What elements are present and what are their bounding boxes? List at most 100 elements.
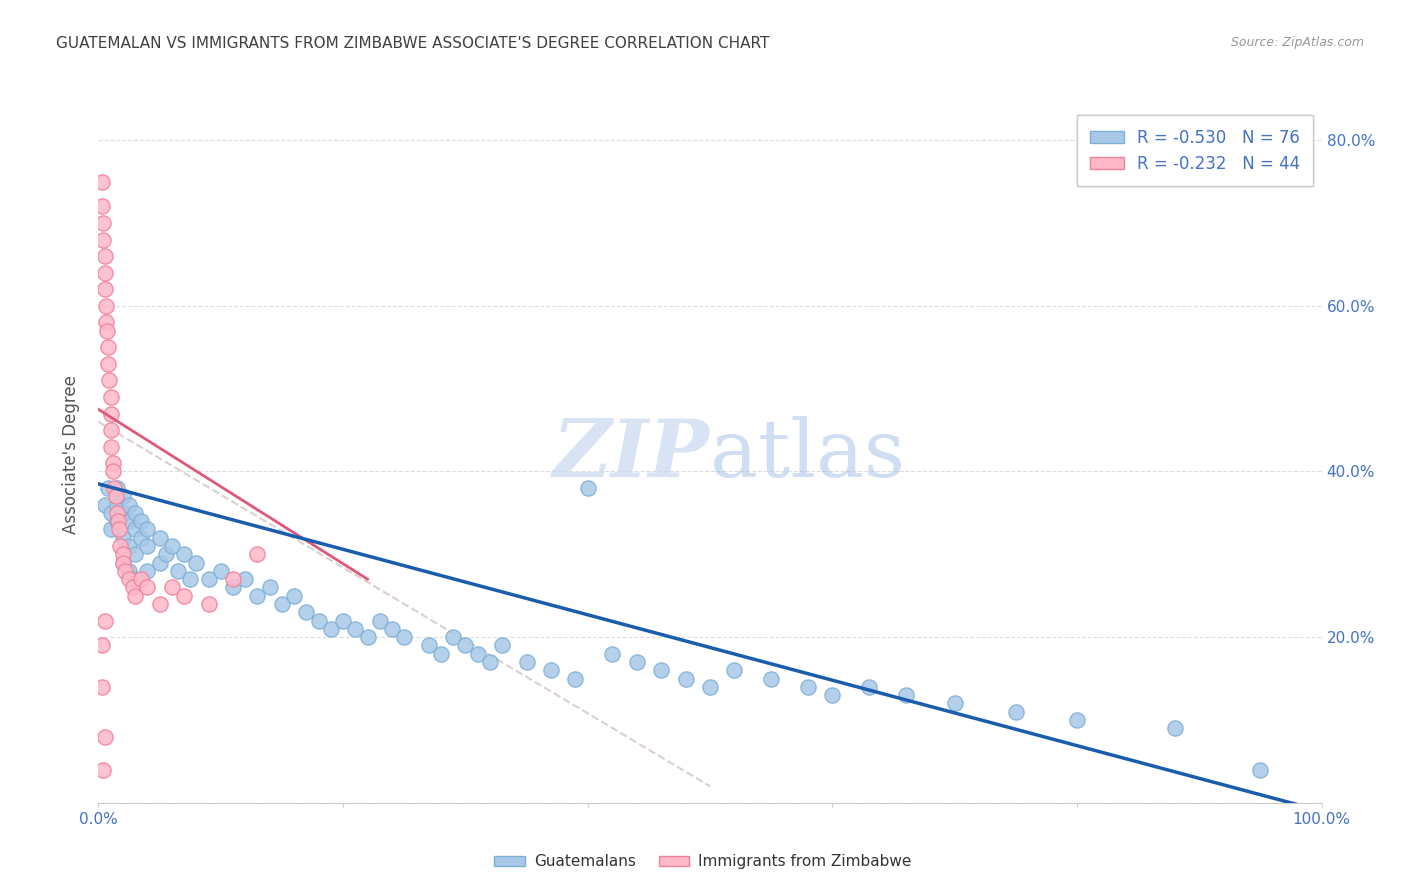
Point [167, 564, 190, 578]
Point [454, 639, 477, 653]
Point [91, 199, 114, 213]
Point [246, 589, 269, 603]
Point [91, 639, 114, 653]
Point [222, 581, 245, 595]
Point [160, 581, 183, 595]
Point [246, 547, 269, 561]
Point [118, 564, 141, 578]
Point [91, 680, 114, 694]
Legend: R = -0.530   N = 76, R = -0.232   N = 44: R = -0.530 N = 76, R = -0.232 N = 44 [1077, 115, 1313, 186]
Point [149, 597, 172, 611]
Point [821, 688, 844, 702]
Point [93, 266, 115, 280]
Point [675, 672, 697, 686]
Point [124, 547, 146, 561]
Point [564, 672, 586, 686]
Point [576, 481, 599, 495]
Point [344, 622, 367, 636]
Point [118, 498, 141, 512]
Point [129, 572, 152, 586]
Point [93, 498, 115, 512]
Point [209, 564, 232, 578]
Point [111, 547, 134, 561]
Point [100, 407, 122, 421]
Point [93, 730, 115, 744]
Point [136, 564, 159, 578]
Point [626, 655, 648, 669]
Point [233, 572, 256, 586]
Point [149, 531, 172, 545]
Point [186, 556, 208, 570]
Point [105, 498, 128, 512]
Point [1004, 705, 1026, 719]
Point [1066, 713, 1088, 727]
Point [761, 672, 783, 686]
Point [111, 556, 134, 570]
Point [173, 589, 195, 603]
Point [118, 514, 141, 528]
Point [283, 589, 305, 603]
Point [91, 763, 114, 777]
Point [173, 547, 195, 561]
Point [91, 175, 114, 189]
Point [97, 340, 120, 354]
Point [136, 581, 159, 595]
Point [91, 233, 114, 247]
Point [136, 523, 159, 537]
Point [356, 630, 378, 644]
Point [98, 373, 121, 387]
Point [723, 663, 745, 677]
Point [430, 647, 453, 661]
Point [124, 589, 146, 603]
Point [1249, 763, 1271, 777]
Point [107, 514, 129, 528]
Point [392, 630, 416, 644]
Point [91, 216, 114, 230]
Text: Source: ZipAtlas.com: Source: ZipAtlas.com [1230, 36, 1364, 49]
Point [650, 663, 672, 677]
Point [101, 456, 124, 470]
Point [270, 597, 294, 611]
Point [100, 440, 122, 454]
Point [319, 622, 342, 636]
Point [540, 663, 562, 677]
Point [467, 647, 489, 661]
Point [478, 655, 501, 669]
Point [418, 639, 440, 653]
Point [94, 315, 117, 329]
Point [105, 506, 128, 520]
Point [100, 423, 122, 437]
Text: GUATEMALAN VS IMMIGRANTS FROM ZIMBABWE ASSOCIATE'S DEGREE CORRELATION CHART: GUATEMALAN VS IMMIGRANTS FROM ZIMBABWE A… [56, 36, 769, 51]
Point [197, 597, 219, 611]
Point [124, 523, 146, 537]
Point [110, 539, 132, 553]
Point [699, 680, 721, 694]
Point [1164, 721, 1187, 735]
Point [381, 622, 404, 636]
Point [295, 605, 318, 619]
Point [100, 506, 122, 520]
Point [111, 556, 134, 570]
Point [858, 680, 880, 694]
Point [149, 556, 172, 570]
Point [93, 614, 115, 628]
Point [94, 299, 117, 313]
Point [103, 481, 125, 495]
Point [222, 572, 245, 586]
Point [308, 614, 330, 628]
Point [515, 655, 537, 669]
Point [100, 523, 122, 537]
Point [491, 639, 513, 653]
Point [124, 506, 146, 520]
Y-axis label: Associate's Degree: Associate's Degree [62, 376, 80, 534]
Text: ZIP: ZIP [553, 417, 710, 493]
Point [129, 514, 152, 528]
Point [129, 531, 152, 545]
Point [114, 564, 136, 578]
Point [332, 614, 354, 628]
Point [600, 647, 623, 661]
Text: atlas: atlas [710, 416, 905, 494]
Point [93, 282, 115, 296]
Point [441, 630, 464, 644]
Point [943, 697, 966, 711]
